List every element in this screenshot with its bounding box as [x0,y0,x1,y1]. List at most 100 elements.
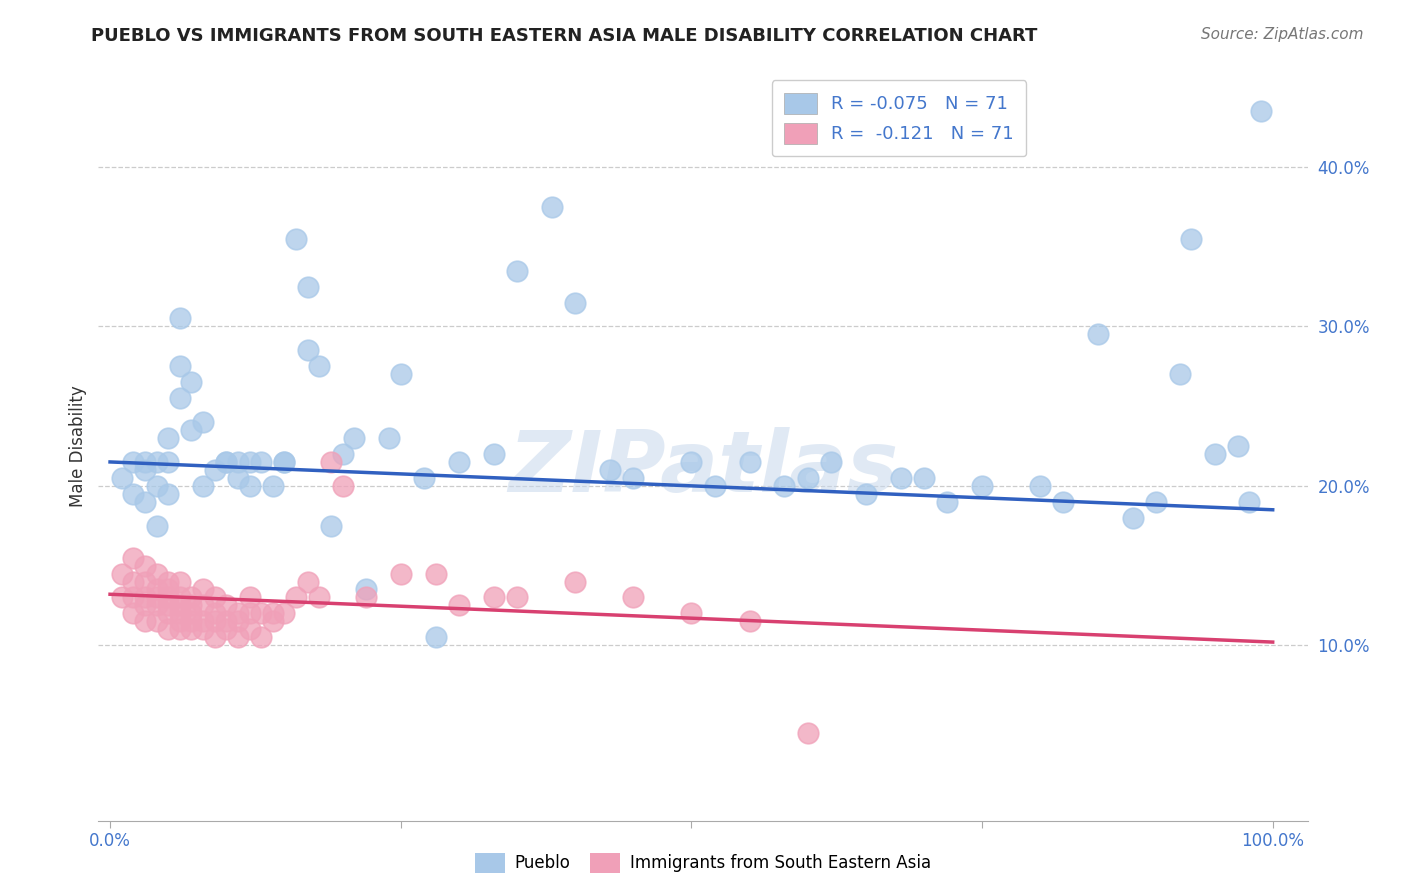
Point [506,263,529,277]
Point [111,591,134,605]
Point [169,574,191,589]
Point [681,607,703,621]
Point [239,607,262,621]
Point [1029,479,1052,493]
Point [180,423,202,437]
Point [169,615,191,629]
Point [1239,495,1261,509]
Point [796,726,818,740]
Point [621,471,644,485]
Point [389,566,412,581]
Point [378,431,401,445]
Legend: R = -0.075   N = 71, R =  -0.121   N = 71: R = -0.075 N = 71, R = -0.121 N = 71 [772,80,1026,156]
Point [273,607,295,621]
Point [204,615,226,629]
Point [134,455,156,469]
Point [191,479,214,493]
Point [204,591,226,605]
Point [319,518,342,533]
Point [180,599,202,613]
Legend: Pueblo, Immigrants from South Eastern Asia: Pueblo, Immigrants from South Eastern As… [468,847,938,880]
Point [1144,495,1167,509]
Point [169,311,191,326]
Point [157,591,180,605]
Point [145,599,167,613]
Point [239,591,262,605]
Point [447,455,470,469]
Point [354,582,377,597]
Point [157,607,180,621]
Point [134,615,156,629]
Point [134,558,156,573]
Point [319,455,342,469]
Point [297,279,319,293]
Point [332,447,354,461]
Point [354,591,377,605]
Point [122,550,145,565]
Point [111,471,134,485]
Point [169,607,191,621]
Point [285,591,308,605]
Point [250,455,273,469]
Point [297,343,319,358]
Point [191,582,214,597]
Point [564,574,586,589]
Point [855,487,877,501]
Point [297,574,319,589]
Point [122,487,145,501]
Point [157,599,180,613]
Point [226,615,249,629]
Point [180,376,202,390]
Point [145,566,167,581]
Point [180,591,202,605]
Text: PUEBLO VS IMMIGRANTS FROM SOUTH EASTERN ASIA MALE DISABILITY CORRELATION CHART: PUEBLO VS IMMIGRANTS FROM SOUTH EASTERN … [91,27,1038,45]
Point [204,630,226,644]
Point [157,487,180,501]
Point [413,471,436,485]
Point [912,471,935,485]
Point [215,455,238,469]
Point [1250,104,1272,119]
Point [308,591,330,605]
Point [482,591,505,605]
Point [157,574,180,589]
Point [191,615,214,629]
Point [157,431,180,445]
Point [157,623,180,637]
Point [111,566,134,581]
Point [169,391,191,405]
Point [250,607,273,621]
Point [215,623,238,637]
Point [145,455,167,469]
Point [122,455,145,469]
Point [970,479,993,493]
Point [308,359,330,374]
Point [796,471,818,485]
Point [239,479,262,493]
Point [145,591,167,605]
Point [738,455,761,469]
Point [506,591,529,605]
Point [134,463,156,477]
Point [425,630,447,644]
Point [226,455,249,469]
Point [681,455,703,469]
Text: Source: ZipAtlas.com: Source: ZipAtlas.com [1201,27,1364,42]
Point [250,630,273,644]
Point [134,495,156,509]
Point [239,623,262,637]
Point [540,200,562,214]
Point [1087,327,1109,342]
Point [122,607,145,621]
Point [447,599,470,613]
Point [226,471,249,485]
Point [1180,232,1202,246]
Point [145,479,167,493]
Point [169,599,191,613]
Point [180,623,202,637]
Point [820,455,842,469]
Point [145,615,167,629]
Point [157,582,180,597]
Point [191,599,214,613]
Point [703,479,725,493]
